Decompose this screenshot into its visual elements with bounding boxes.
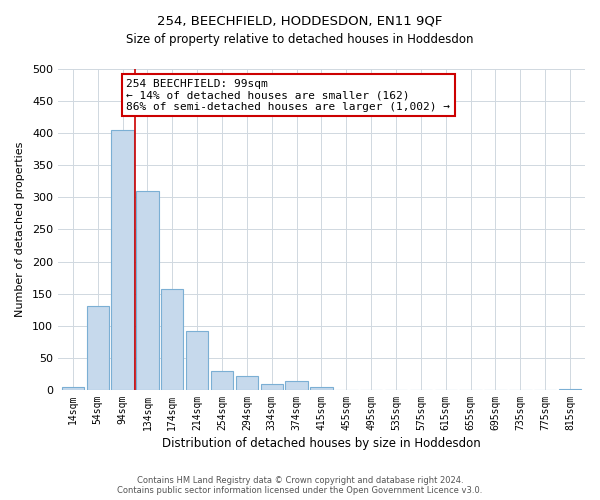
Text: 254 BEECHFIELD: 99sqm
← 14% of detached houses are smaller (162)
86% of semi-det: 254 BEECHFIELD: 99sqm ← 14% of detached …	[127, 78, 451, 112]
Bar	[112, 130, 134, 390]
Y-axis label: Number of detached properties: Number of detached properties	[15, 142, 25, 317]
Bar	[559, 388, 581, 390]
Bar	[136, 191, 158, 390]
Bar	[286, 381, 308, 390]
Bar	[161, 289, 184, 390]
Bar	[211, 370, 233, 390]
Text: Contains HM Land Registry data © Crown copyright and database right 2024.
Contai: Contains HM Land Registry data © Crown c…	[118, 476, 482, 495]
Text: Size of property relative to detached houses in Hoddesdon: Size of property relative to detached ho…	[126, 32, 474, 46]
Bar	[260, 384, 283, 390]
Bar	[86, 306, 109, 390]
Bar	[310, 386, 332, 390]
X-axis label: Distribution of detached houses by size in Hoddesdon: Distribution of detached houses by size …	[162, 437, 481, 450]
Bar	[62, 386, 84, 390]
Bar	[186, 331, 208, 390]
Bar	[236, 376, 258, 390]
Text: 254, BEECHFIELD, HODDESDON, EN11 9QF: 254, BEECHFIELD, HODDESDON, EN11 9QF	[157, 15, 443, 28]
